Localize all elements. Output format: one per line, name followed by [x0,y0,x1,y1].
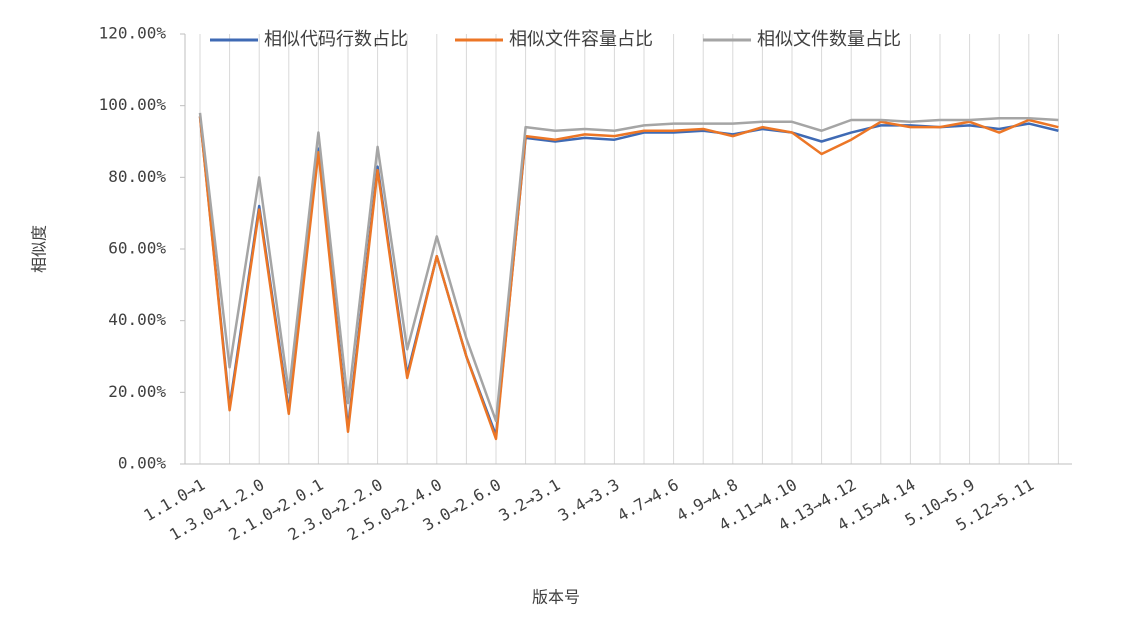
legend-label: 相似文件容量占比 [509,29,653,50]
x-axis-label: 版本号 [532,588,580,607]
y-tick-label: 0.00% [118,454,167,473]
y-tick-label: 20.00% [108,382,166,401]
series-line [198,112,1059,423]
y-tick-label: 60.00% [108,239,166,258]
legend-label: 相似代码行数占比 [264,29,408,50]
series-line [198,116,1059,437]
y-tick-label: 40.00% [108,310,166,329]
y-tick-label: 80.00% [108,167,166,186]
x-tick-label: 3.2→3.1 [496,475,564,525]
series-line [198,116,1059,441]
legend-label: 相似文件数量占比 [757,29,901,50]
y-axis-label: 相似度 [30,225,49,273]
x-tick-label: 4.7→4.6 [614,475,682,525]
y-tick-label: 120.00% [99,24,167,43]
x-tick-label: 3.4→3.3 [555,475,623,525]
y-tick-label: 100.00% [99,95,167,114]
